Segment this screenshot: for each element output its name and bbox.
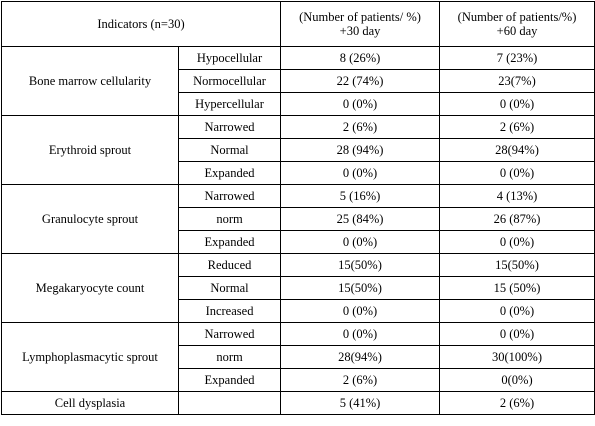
table-row: Erythroid sprout Narrowed 2 (6%) 2 (6%): [1, 115, 595, 185]
value-day30: 28(94%): [280, 345, 441, 369]
value-day60: 30(100%): [439, 345, 595, 369]
patients-table: Indicators (n=30) (Number of patients/ %…: [0, 1, 595, 415]
indicator-name: Granulocyte sprout: [1, 184, 179, 254]
table-body: Indicators (n=30) (Number of patients/ %…: [0, 1, 595, 415]
value-day60: 0 (0%): [439, 322, 595, 346]
table-row: Expanded 2 (6%) 0(0%): [2, 368, 595, 392]
table-row: Lymphoplasmacytic sprout Narrowed 0 (0%) 0 …: [1, 322, 595, 392]
value-day30: 15(50%): [280, 276, 441, 300]
subcategory-label: Normal: [177, 276, 282, 300]
subcategory-label: Expanded: [177, 161, 282, 185]
value-day30: 0 (0%): [280, 92, 441, 116]
subcategory-label: Expanded: [177, 368, 282, 392]
header-day60-line2: +60 day: [496, 24, 538, 38]
value-day60: 0 (0%): [439, 92, 595, 116]
value-day30: 28 (94%): [280, 138, 441, 162]
subcategory-label: Hypocellular: [177, 46, 282, 70]
table-row: Expanded 0 (0%) 0 (0%): [2, 230, 595, 254]
subcategory-label: Normocellular: [177, 69, 282, 93]
header-indicators: Indicators (n=30): [0, 1, 282, 47]
value-day60: 15(50%): [439, 253, 595, 277]
subcategory-label: Normal: [177, 138, 282, 162]
value-day30: 0 (0%): [280, 230, 441, 254]
subcategory-label: Reduced: [177, 253, 282, 277]
indicator-name: Lymphoplasmacytic sprout: [1, 322, 179, 392]
subcategory-label: Expanded: [177, 230, 282, 254]
subcategory-label: norm: [177, 207, 282, 231]
value-day30: 15(50%): [280, 253, 441, 277]
table-row: Normal 15(50%) 15 (50%): [2, 276, 595, 300]
table-row: norm 25 (84%) 26 (87%): [2, 207, 595, 231]
table-row: Bone marrow cellularity Hypocellular 8 (26…: [1, 46, 595, 116]
header-day30: (Number of patients/ %) +30 day: [280, 1, 441, 47]
table-row: norm 28(94%) 30(100%): [2, 345, 595, 369]
indicator-name: Erythroid sprout: [1, 115, 179, 185]
value-day30: 2 (6%): [280, 115, 441, 139]
table-row: Normal 28 (94%) 28(94%): [2, 138, 595, 162]
subcategory-label: Increased: [177, 299, 282, 323]
subcategory-label: Hypercellular: [177, 92, 282, 116]
value-day60: 26 (87%): [439, 207, 595, 231]
header-day30-line2: +30 day: [339, 24, 381, 38]
subcategory-label: Narrowed: [177, 322, 282, 346]
table-row: Expanded 0 (0%) 0 (0%): [2, 161, 595, 185]
table-row: Normocellular 22 (74%) 23(7%): [2, 69, 595, 93]
table-row-cell-dysplasia: Cell dysplasia 5 (41%) 2 (6%): [1, 391, 595, 415]
value-day30: 0 (0%): [280, 161, 441, 185]
subcategory-label: Narrowed: [177, 115, 282, 139]
value-day30: 25 (84%): [280, 207, 441, 231]
indicator-name: Cell dysplasia: [1, 391, 179, 415]
value-day60: 7 (23%): [439, 46, 595, 70]
value-day60: 0 (0%): [439, 299, 595, 323]
value-day60: 0(0%): [439, 368, 595, 392]
value-day30: 0 (0%): [280, 299, 441, 323]
header-day60-line1: (Number of patients/%): [457, 10, 577, 24]
header-day60: (Number of patients/%) +60 day: [439, 1, 595, 47]
table-row: Megakaryocyte count Reduced 15(50%) 15(50%): [1, 253, 595, 323]
value-day60: 2 (6%): [439, 391, 595, 415]
value-day30: 2 (6%): [280, 368, 441, 392]
value-day60: 0 (0%): [439, 230, 595, 254]
value-day60: 28(94%): [439, 138, 595, 162]
value-day60: 23(7%): [439, 69, 595, 93]
value-day30: 0 (0%): [280, 322, 441, 346]
value-day60: 15 (50%): [439, 276, 595, 300]
table-row: Hypercellular 0 (0%) 0 (0%): [2, 92, 595, 116]
indicator-name: Bone marrow cellularity: [1, 46, 179, 116]
table-row: Increased 0 (0%) 0 (0%): [2, 299, 595, 323]
value-day60: 4 (13%): [439, 184, 595, 208]
value-day30: 22 (74%): [280, 69, 441, 93]
subcategory-label: Narrowed: [177, 184, 282, 208]
subcategory-label: norm: [177, 345, 282, 369]
header-day30-line1: (Number of patients/ %): [299, 10, 421, 24]
value-day30: 5 (41%): [280, 391, 441, 415]
table-row: Granulocyte sprout Narrowed 5 (16%) 4 (13%): [1, 184, 595, 254]
value-day60: 2 (6%): [439, 115, 595, 139]
value-day30: 5 (16%): [280, 184, 441, 208]
header-row: Indicators (n=30) (Number of patients/ %…: [0, 1, 595, 47]
value-day60: 0 (0%): [439, 161, 595, 185]
indicator-name: Megakaryocyte count: [1, 253, 179, 323]
value-day30: 8 (26%): [280, 46, 441, 70]
subcategory-label: [177, 391, 282, 415]
